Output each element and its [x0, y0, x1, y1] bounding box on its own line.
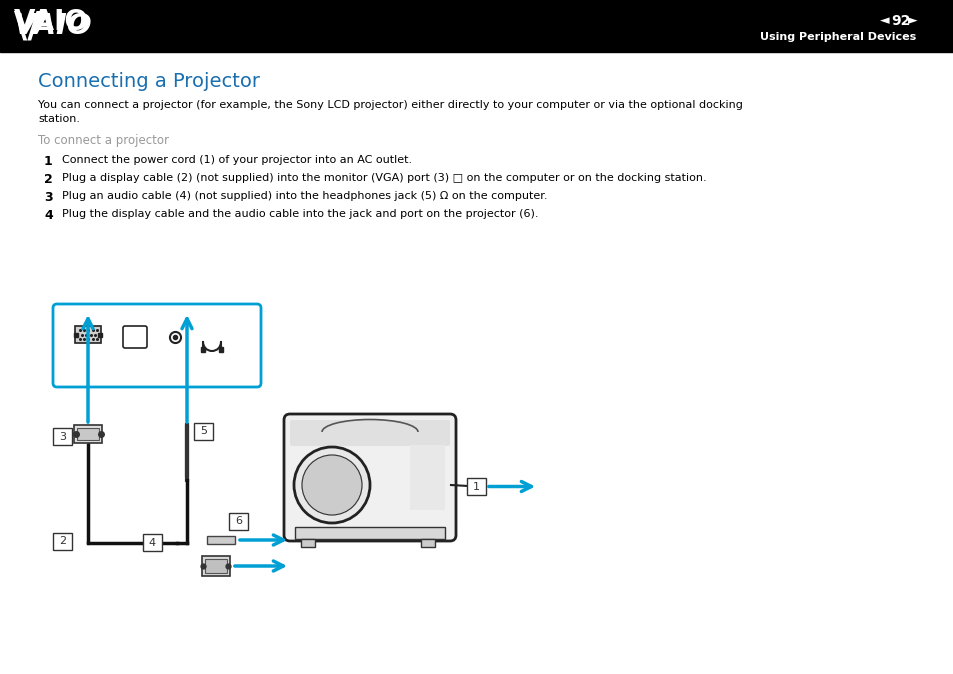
Bar	[205, 559, 227, 573]
FancyBboxPatch shape	[143, 534, 162, 551]
FancyBboxPatch shape	[53, 428, 71, 445]
Text: You can connect a projector (for example, the Sony LCD projector) either directl: You can connect a projector (for example…	[38, 100, 742, 110]
Circle shape	[309, 462, 355, 508]
Bar	[75, 326, 101, 343]
Text: VAIO: VAIO	[14, 8, 89, 36]
Text: 4: 4	[149, 537, 156, 547]
Text: Plug the display cable and the audio cable into the jack and port on the project: Plug the display cable and the audio cab…	[62, 209, 537, 219]
Text: VAIO: VAIO	[14, 12, 92, 40]
Bar	[420, 539, 435, 547]
Bar	[219, 347, 223, 352]
Circle shape	[319, 473, 344, 497]
Bar	[201, 347, 205, 352]
FancyBboxPatch shape	[467, 478, 485, 495]
Text: station.: station.	[38, 114, 80, 124]
Text: ◄: ◄	[879, 14, 889, 27]
Bar	[410, 445, 444, 510]
FancyBboxPatch shape	[290, 420, 450, 446]
FancyBboxPatch shape	[53, 304, 261, 387]
Text: 2: 2	[59, 537, 66, 547]
FancyBboxPatch shape	[229, 513, 248, 530]
Text: Plug a display cable (2) (not supplied) into the monitor (VGA) port (3) □ on the: Plug a display cable (2) (not supplied) …	[62, 173, 706, 183]
Bar	[0, 0, 953, 52]
Text: 5: 5	[200, 427, 207, 437]
Circle shape	[302, 455, 361, 515]
Circle shape	[294, 447, 370, 523]
Bar	[74, 425, 102, 443]
FancyBboxPatch shape	[193, 423, 213, 440]
Circle shape	[325, 478, 338, 492]
Text: To connect a projector: To connect a projector	[38, 134, 169, 147]
FancyBboxPatch shape	[53, 533, 71, 550]
Bar	[294, 527, 444, 539]
Text: 4: 4	[44, 209, 52, 222]
Text: Plug an audio cable (4) (not supplied) into the headphones jack (5) Ω on the com: Plug an audio cable (4) (not supplied) i…	[62, 191, 547, 201]
Text: 92: 92	[890, 14, 909, 28]
Circle shape	[314, 468, 349, 502]
Text: ►: ►	[907, 14, 917, 27]
Text: Connect the power cord (1) of your projector into an AC outlet.: Connect the power cord (1) of your proje…	[62, 155, 412, 165]
FancyBboxPatch shape	[284, 414, 456, 541]
Bar	[77, 428, 99, 440]
Text: 2: 2	[44, 173, 52, 186]
Text: \/: \/	[14, 10, 40, 44]
Text: 6: 6	[234, 516, 242, 526]
Bar	[202, 556, 230, 576]
Text: 3: 3	[44, 191, 52, 204]
Text: 1: 1	[44, 155, 52, 168]
Text: 3: 3	[59, 431, 66, 441]
FancyBboxPatch shape	[123, 326, 147, 348]
Text: Using Peripheral Devices: Using Peripheral Devices	[759, 32, 915, 42]
Text: 1: 1	[473, 481, 479, 491]
Bar	[301, 539, 314, 547]
Bar	[207, 536, 234, 544]
Text: Connecting a Projector: Connecting a Projector	[38, 72, 260, 91]
